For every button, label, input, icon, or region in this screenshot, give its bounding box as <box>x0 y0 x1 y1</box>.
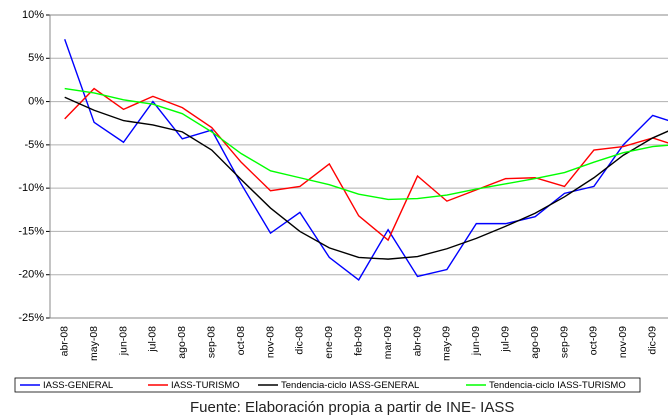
y-tick-label: 5% <box>28 52 44 64</box>
x-tick-label: jun-08 <box>117 326 129 356</box>
legend-box <box>14 377 641 393</box>
x-tick-label: oct-08 <box>235 326 247 355</box>
y-tick-label: -25% <box>18 312 44 324</box>
x-tick-label: dic-08 <box>294 326 306 355</box>
y-tick-label: -15% <box>18 225 44 237</box>
x-tick-label: jun-09 <box>470 326 482 356</box>
y-tick-label: -20% <box>18 269 44 281</box>
x-tick-label: oct-09 <box>588 326 600 355</box>
y-tick-label: -5% <box>24 139 44 151</box>
x-tick-label: nov-09 <box>617 326 629 358</box>
series-line <box>64 39 668 281</box>
x-tick-label: abr-08 <box>58 326 70 357</box>
x-tick-label: mar-09 <box>382 326 394 359</box>
x-tick-label: nov-08 <box>264 326 276 358</box>
legend-label: IASS-GENERAL <box>43 380 113 391</box>
x-tick-label: ago-09 <box>529 326 541 359</box>
x-tick-label: sep-08 <box>205 326 217 358</box>
series-line <box>64 87 668 201</box>
y-tick-label: 0% <box>28 95 44 107</box>
x-tick-label: may-09 <box>441 326 453 361</box>
y-tick-label: 10% <box>22 9 44 21</box>
x-tick-label: ago-08 <box>176 326 188 359</box>
source-note: Fuente: Elaboración propia a partir de I… <box>190 399 514 416</box>
plot-border <box>49 14 668 319</box>
x-tick-label: jul-09 <box>499 326 511 353</box>
series-line <box>64 96 668 260</box>
legend-label: IASS-TURISMO <box>171 380 240 391</box>
x-tick-label: ene-09 <box>323 326 335 359</box>
series-line <box>64 87 668 242</box>
x-tick-label: jul-08 <box>147 326 159 353</box>
y-tick-label: -10% <box>18 182 44 194</box>
x-tick-label: abr-09 <box>411 326 423 357</box>
legend-label: Tendencia-ciclo IASS-GENERAL <box>281 380 419 391</box>
x-tick-label: dic-09 <box>646 326 658 355</box>
x-tick-label: may-08 <box>88 326 100 361</box>
x-tick-label: feb-09 <box>352 326 364 356</box>
x-tick-label: sep-09 <box>558 326 570 358</box>
legend-label: Tendencia-ciclo IASS-TURISMO <box>489 380 626 391</box>
